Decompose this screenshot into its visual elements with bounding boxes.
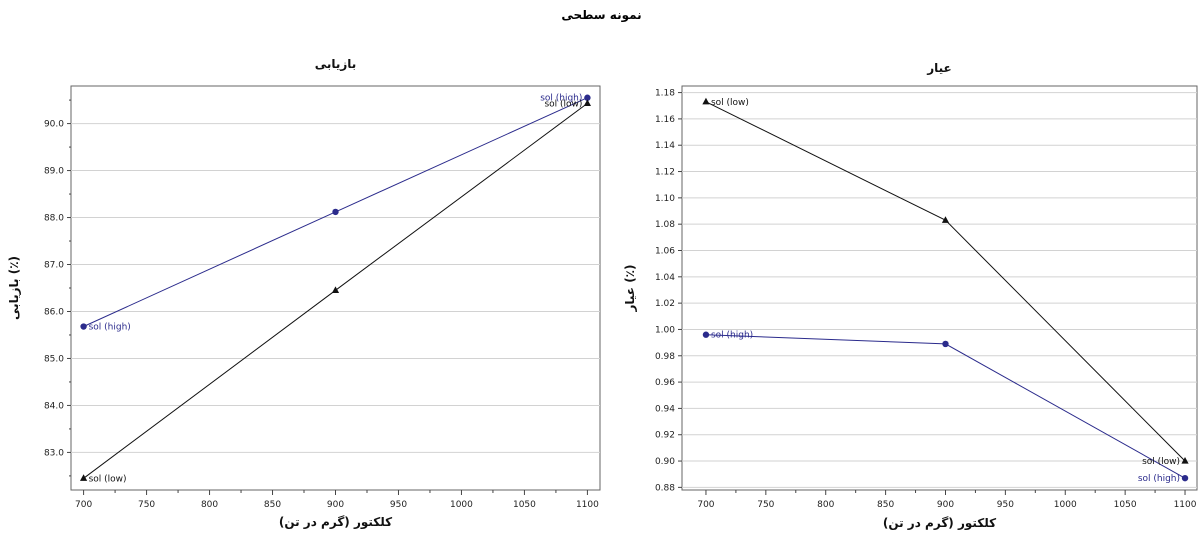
grade-point-annotation: sol (low): [711, 98, 749, 108]
recovery-chart-title: بازیابی: [315, 57, 357, 71]
recovery-xtick-label: 850: [264, 500, 281, 510]
recovery-ytick-label: 90.0: [44, 120, 64, 130]
grade-point-low: [941, 216, 950, 223]
grade-ytick-label: 0.88: [655, 483, 675, 493]
grade-point-high: [942, 340, 949, 348]
recovery-xtick-label: 700: [75, 500, 92, 510]
recovery-point-high: [332, 208, 339, 216]
grade-y-axis-label: عیار (٪): [623, 265, 637, 313]
recovery-xtick-label: 950: [390, 500, 407, 510]
grade-ytick-label: 0.98: [655, 352, 675, 362]
recovery-point-low: [331, 286, 340, 293]
grade-point-high: [702, 331, 710, 338]
recovery-point-low: [79, 474, 88, 481]
recovery-point-low: [583, 99, 592, 106]
grade-xtick-label: 1000: [1054, 500, 1077, 510]
grade-ytick-label: 1.00: [655, 325, 675, 335]
grade-point-low: [702, 97, 710, 105]
grade-plot-frame: [681, 85, 1198, 491]
grade-ytick-label: 1.12: [655, 168, 675, 178]
grade-xtick-label: 1100: [1174, 500, 1197, 510]
grade-ytick-label: 1.08: [655, 220, 675, 230]
recovery-xtick-label: 800: [201, 500, 218, 510]
grade-point-annotation: sol (high): [1138, 474, 1180, 484]
recovery-point-annotation: sol (low): [89, 474, 127, 484]
recovery-point-annotation: sol (high): [540, 94, 582, 104]
grade-xtick-label: 900: [937, 500, 954, 510]
grade-ytick-label: 0.92: [655, 431, 675, 441]
recovery-xtick-label: 1050: [513, 500, 536, 510]
grade-xtick-label: 800: [817, 500, 834, 510]
recovery-xtick-label: 1000: [450, 500, 473, 510]
recovery-xtick-label: 1100: [576, 500, 599, 510]
grade-xtick-label: 700: [697, 500, 714, 510]
grade-ytick-label: 0.94: [655, 404, 675, 414]
recovery-ytick-label: 85.0: [44, 354, 64, 364]
recovery-ytick-label: 88.0: [44, 214, 64, 224]
grade-ytick-label: 1.18: [655, 89, 675, 99]
grade-point-low: [1181, 457, 1189, 464]
recovery-ytick-label: 86.0: [44, 307, 64, 317]
grade-chart-title: عیار: [926, 61, 952, 75]
recovery-point-annotation: sol (low): [544, 99, 582, 109]
grade-ytick-label: 1.10: [655, 194, 675, 204]
recovery-ytick-label: 89.0: [44, 167, 64, 177]
grade-point-high: [1181, 474, 1189, 482]
grade-x-axis-label: کلکتور (گرم در تن): [883, 516, 996, 531]
figure-title: نمونه سطحی: [561, 8, 642, 22]
recovery-ytick-label: 87.0: [44, 261, 64, 271]
grade-ytick-label: 1.02: [655, 299, 675, 309]
recovery-xtick-label: 900: [327, 500, 344, 510]
grade-xtick-label: 1050: [1114, 500, 1137, 510]
recovery-point-annotation: sol (high): [89, 323, 131, 333]
grade-ytick-label: 0.96: [655, 378, 675, 388]
grade-ytick-label: 0.90: [655, 457, 675, 467]
grade-point-annotation: sol (high): [711, 331, 753, 341]
recovery-point-high: [584, 94, 591, 101]
recovery-y-axis-label: بازیابی (٪): [7, 256, 21, 320]
grade-ytick-label: 1.04: [655, 273, 675, 283]
grade-xtick-label: 950: [997, 500, 1014, 510]
grade-ytick-label: 1.16: [655, 115, 675, 125]
recovery-x-axis-label: کلکتور (گرم در تن): [279, 515, 392, 530]
grade-xtick-label: 850: [877, 500, 894, 510]
grade-point-annotation: sol (low): [1142, 457, 1180, 467]
grade-xtick-label: 750: [757, 500, 774, 510]
recovery-ytick-label: 83.0: [44, 448, 64, 458]
grade-ytick-label: 1.14: [655, 141, 675, 151]
recovery-ytick-label: 84.0: [44, 401, 64, 411]
recovery-point-high: [80, 323, 87, 330]
grade-ytick-label: 1.06: [655, 246, 675, 256]
recovery-xtick-label: 750: [138, 500, 155, 510]
